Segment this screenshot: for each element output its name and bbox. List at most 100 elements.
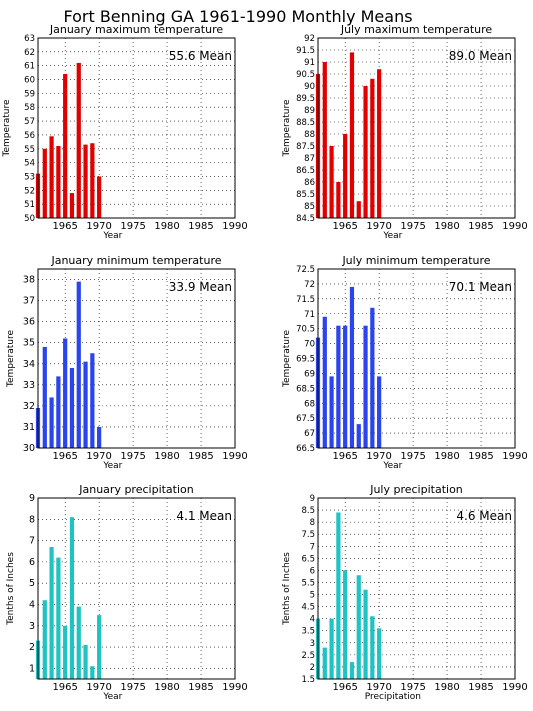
- y-axis-label: Tenths of Inches: [6, 552, 16, 626]
- y-tick-label: 61: [24, 62, 35, 72]
- y-tick-label: 88: [304, 130, 315, 140]
- y-axis-label: Temperature: [6, 330, 16, 388]
- x-tick-label: 1970: [86, 682, 111, 693]
- y-tick-label: 37: [23, 296, 35, 307]
- bar-1962: [42, 600, 47, 679]
- x-axis-label: Year: [102, 692, 122, 702]
- y-tick-label: 85.5: [296, 190, 315, 200]
- bar-1970: [97, 615, 102, 679]
- y-tick-label: 35: [23, 338, 35, 349]
- y-tick-label: 36: [23, 317, 35, 328]
- y-tick-label: 71: [304, 310, 315, 320]
- x-tick-label: 1965: [52, 451, 77, 462]
- bar-1968: [363, 325, 368, 448]
- y-tick-label: 68: [304, 399, 315, 409]
- y-tick-label: 9: [29, 493, 35, 504]
- bar-1962: [322, 62, 327, 218]
- x-axis-label: Precipitation: [365, 692, 421, 702]
- bar-1966: [349, 662, 355, 679]
- y-tick-label: 4.5: [301, 603, 315, 613]
- y-tick-label: 59: [24, 89, 35, 99]
- bar-1962: [42, 346, 47, 448]
- x-tick-label: 1980: [154, 682, 179, 693]
- y-tick-label: 63: [24, 34, 35, 44]
- x-tick-label: 1970: [366, 682, 391, 693]
- x-tick-label: 1970: [86, 221, 111, 232]
- y-tick-label: 69.5: [296, 355, 315, 365]
- bar-1964: [56, 376, 61, 448]
- y-tick-label: 89.5: [296, 94, 315, 104]
- x-tick-label: 1985: [468, 221, 493, 232]
- y-tick-label: 8.5: [301, 506, 315, 516]
- y-tick-label: 91.5: [296, 46, 315, 56]
- bar-1963: [49, 546, 54, 679]
- plot-frame: [317, 37, 516, 219]
- x-tick-label: 1990: [222, 221, 247, 232]
- bar-1968: [83, 144, 88, 218]
- mean-label: 33.9 Mean: [169, 280, 232, 294]
- x-tick-label: 1990: [222, 451, 247, 462]
- mean-label: 89.0 Mean: [449, 49, 512, 63]
- x-tick-label: 1975: [120, 451, 145, 462]
- y-tick-label: 7.5: [301, 530, 315, 540]
- bar-1968: [363, 589, 368, 679]
- y-tick-label: 50: [24, 214, 35, 224]
- bar-1969: [370, 78, 375, 218]
- y-tick-label: 53: [24, 172, 35, 182]
- x-tick-label: 1965: [332, 451, 357, 462]
- x-tick-label: 1985: [188, 221, 213, 232]
- chart-panel-jan-max: 50 51 52 53 54 55 56 57 58 59 60 61 62 63 1965 1970 1975…: [2, 23, 248, 241]
- y-tick-label: 6.5: [301, 554, 315, 564]
- bar-1964: [336, 325, 341, 448]
- x-tick-label: 1980: [434, 682, 459, 693]
- chart-panel-jan-min: 30 31 32 33 34 35 36 37 38 1965 1970 1975 1980 1985 19…: [6, 254, 248, 471]
- bar-1967: [356, 575, 361, 679]
- bar-1967: [76, 62, 81, 218]
- x-tick-label: 1975: [400, 221, 425, 232]
- bar-1969: [90, 353, 95, 448]
- y-tick-label: 67: [304, 429, 315, 439]
- y-tick-label: 6: [29, 557, 35, 568]
- mean-label: 70.1 Mean: [449, 280, 512, 294]
- bar-1970: [97, 426, 102, 448]
- y-tick-label: 9: [310, 494, 315, 504]
- y-tick-label: 54: [24, 159, 35, 169]
- y-tick-label: 33: [23, 380, 35, 391]
- y-tick-label: 38: [23, 275, 35, 286]
- y-tick-label: 7: [29, 536, 35, 547]
- bar-1969: [90, 666, 95, 679]
- bar-1969: [370, 616, 375, 679]
- bar-1970: [377, 628, 382, 679]
- bar-1969: [370, 307, 375, 448]
- bar-1963: [329, 146, 334, 218]
- bar-1965: [63, 625, 68, 679]
- y-tick-label: 69: [304, 369, 315, 379]
- y-axis-label: Temperature: [282, 99, 292, 157]
- y-axis-label: Tenths of Inches: [282, 552, 292, 626]
- y-tick-label: 70: [304, 340, 315, 350]
- chart-title: January minimum temperature: [50, 254, 221, 267]
- chart-title: July maximum temperature: [340, 23, 493, 36]
- y-tick-label: 86.5: [296, 166, 315, 176]
- bar-1963: [329, 618, 334, 679]
- y-tick-label: 52: [24, 186, 35, 196]
- x-axis-label: Year: [382, 461, 402, 471]
- bar-1962: [322, 316, 327, 448]
- bar-1968: [83, 361, 88, 448]
- mean-label: 4.1 Mean: [176, 509, 232, 523]
- bar-1964: [336, 512, 341, 679]
- chart-panel-jul-max: 84.5 85 85.5 86 86.5 87 87.5 88 88.5 89 89.5 90 90.5…: [282, 23, 528, 241]
- y-tick-label: 71.5: [296, 295, 315, 305]
- y-tick-label: 8: [310, 518, 315, 528]
- x-tick-label: 1965: [332, 221, 357, 232]
- x-tick-label: 1990: [502, 221, 527, 232]
- x-tick-label: 1980: [154, 221, 179, 232]
- y-tick-label: 5: [29, 578, 35, 589]
- bar-1970: [377, 69, 382, 218]
- x-tick-label: 1965: [52, 221, 77, 232]
- x-tick-label: 1985: [468, 451, 493, 462]
- figure-title: Fort Benning GA 1961-1990 Monthly Means: [63, 7, 412, 26]
- chart-panel-jul-precip: 1.5 2 2.5 3 3.5 4 4.5 5 5.5 6 6.5 7 7.5 8 8.5 9 1965 1970…: [282, 483, 528, 702]
- bar-1966: [69, 193, 75, 218]
